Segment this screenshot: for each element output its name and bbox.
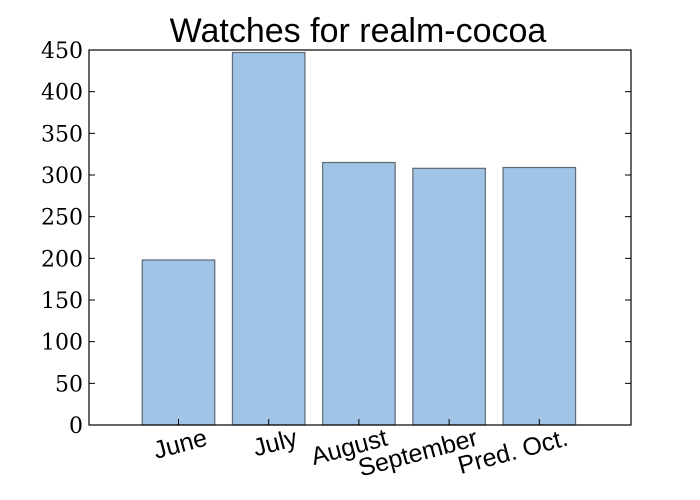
y-tick-label: 300 [41,164,83,189]
y-tick-label: 150 [41,289,83,314]
y-tick-label: 200 [41,247,83,272]
bar-june [141,259,216,426]
bar-august [322,161,396,426]
bar-september [412,167,486,426]
plot-frame [88,49,632,426]
bar-july [231,51,306,426]
bar-pred-oct [502,166,577,426]
x-tick-label: July [250,424,301,463]
chart-title: Watches for realm-cocoa [170,12,547,50]
x-tick-label: June [150,424,210,465]
bars-group [141,51,577,426]
y-tick-label: 350 [41,122,83,147]
y-axis: 0 50 100 150 200 250 300 350 400 450 [41,39,631,439]
y-tick-label: 0 [69,414,83,439]
y-tick-label: 250 [41,206,83,231]
y-tick-label: 400 [41,81,83,106]
y-tick-label: 50 [55,372,83,397]
y-tick-label: 450 [41,39,83,64]
y-tick-label: 100 [41,331,83,356]
